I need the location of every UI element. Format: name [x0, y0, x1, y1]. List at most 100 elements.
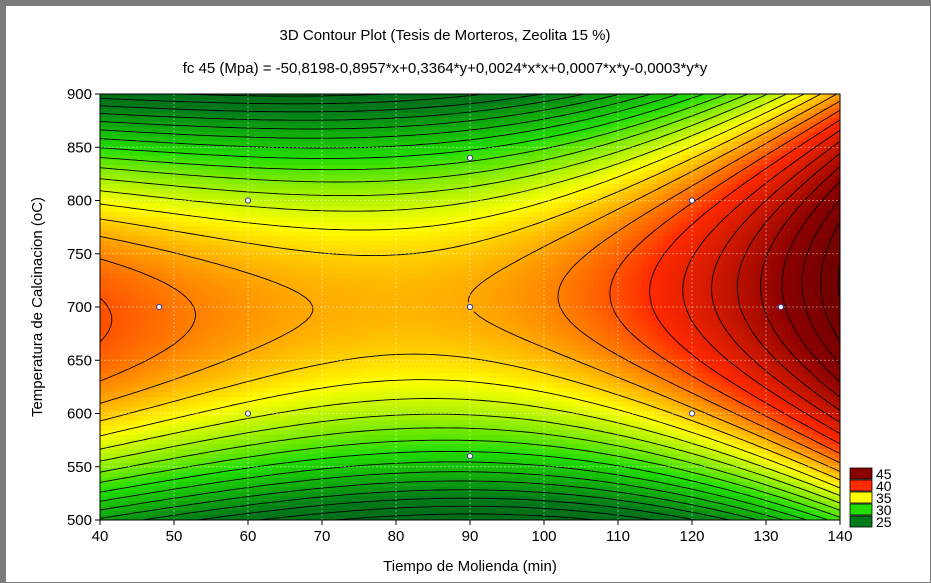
surface-cell [248, 467, 254, 474]
surface-cell [134, 425, 141, 431]
surface-cell [169, 434, 175, 441]
surface-cell [198, 169, 205, 176]
surface-cell [154, 420, 160, 426]
surface-cell [282, 434, 289, 441]
surface-cell [238, 127, 244, 133]
surface-cell [267, 453, 274, 460]
surface-cell [267, 136, 274, 142]
surface-cell [100, 112, 106, 119]
surface-cell [346, 221, 353, 228]
surface-cell [208, 103, 215, 109]
surface-cell [174, 108, 180, 114]
surface-cell [371, 179, 377, 185]
surface-cell [302, 165, 308, 171]
surface-cell [208, 292, 215, 299]
surface-cell [346, 396, 353, 403]
surface-cell [331, 510, 338, 516]
surface-cell [292, 292, 298, 299]
surface-cell [129, 155, 136, 161]
surface-cell [198, 245, 205, 251]
surface-cell [188, 94, 195, 100]
surface-cell [292, 472, 298, 478]
surface-cell [267, 406, 274, 412]
surface-cell [302, 401, 308, 407]
surface-cell [188, 117, 195, 123]
surface-cell [297, 174, 303, 180]
surface-cell [149, 510, 155, 516]
surface-cell [159, 430, 165, 436]
surface-cell [312, 245, 318, 251]
surface-cell [100, 444, 106, 450]
surface-cell [114, 335, 121, 341]
surface-cell [134, 94, 141, 100]
surface-cell [134, 217, 141, 223]
surface-cell [159, 396, 165, 403]
surface-cell [223, 273, 229, 280]
surface-cell [124, 117, 131, 123]
surface-cell [351, 311, 358, 318]
surface-cell [198, 254, 205, 261]
surface-cell [213, 467, 219, 474]
surface-cell [341, 510, 348, 516]
surface-cell [302, 501, 308, 507]
surface-cell [366, 122, 372, 128]
surface-cell [119, 415, 126, 422]
surface-cell [124, 396, 131, 403]
surface-cell [124, 325, 131, 332]
surface-cell [277, 467, 284, 474]
surface-cell [183, 321, 190, 327]
surface-cell [178, 94, 185, 100]
surface-cell [104, 259, 111, 265]
surface-cell [183, 363, 190, 370]
surface-cell [326, 491, 333, 497]
surface-cell [119, 396, 126, 403]
surface-cell [322, 458, 328, 464]
surface-cell [257, 325, 264, 332]
surface-cell [243, 307, 249, 313]
surface-cell [252, 136, 259, 142]
surface-cell [218, 165, 224, 171]
surface-cell [356, 122, 363, 128]
surface-cell [183, 250, 190, 256]
surface-cell [336, 240, 343, 247]
surface-cell [267, 292, 274, 299]
surface-cell [218, 131, 224, 138]
surface-cell [252, 363, 259, 370]
surface-cell [169, 108, 175, 114]
surface-cell [312, 359, 318, 365]
surface-cell [178, 439, 185, 445]
surface-cell [336, 335, 343, 341]
surface-cell [243, 169, 249, 176]
surface-cell [124, 501, 131, 507]
surface-cell [302, 217, 308, 223]
surface-cell [129, 245, 136, 251]
surface-cell [104, 316, 111, 322]
surface-cell [257, 444, 264, 450]
surface-cell [129, 292, 136, 299]
surface-cell [178, 501, 185, 507]
surface-cell [277, 505, 284, 512]
surface-cell [154, 288, 160, 294]
surface-cell [228, 231, 234, 237]
surface-cell [193, 146, 200, 152]
surface-cell [297, 169, 303, 176]
surface-cell [361, 458, 367, 464]
surface-cell [336, 354, 343, 360]
surface-cell [154, 146, 160, 152]
surface-cell [262, 273, 269, 280]
surface-cell [233, 169, 239, 176]
surface-cell [149, 217, 155, 223]
surface-cell [287, 325, 293, 332]
surface-cell [154, 155, 160, 161]
surface-cell [287, 160, 293, 166]
surface-cell [233, 363, 239, 370]
surface-cell [346, 207, 353, 213]
surface-cell [317, 349, 323, 355]
surface-cell [193, 231, 200, 237]
surface-cell [159, 449, 165, 455]
surface-cell [322, 373, 328, 379]
surface-cell [109, 117, 116, 123]
surface-cell [366, 202, 372, 209]
surface-cell [109, 406, 116, 412]
surface-cell [223, 325, 229, 332]
